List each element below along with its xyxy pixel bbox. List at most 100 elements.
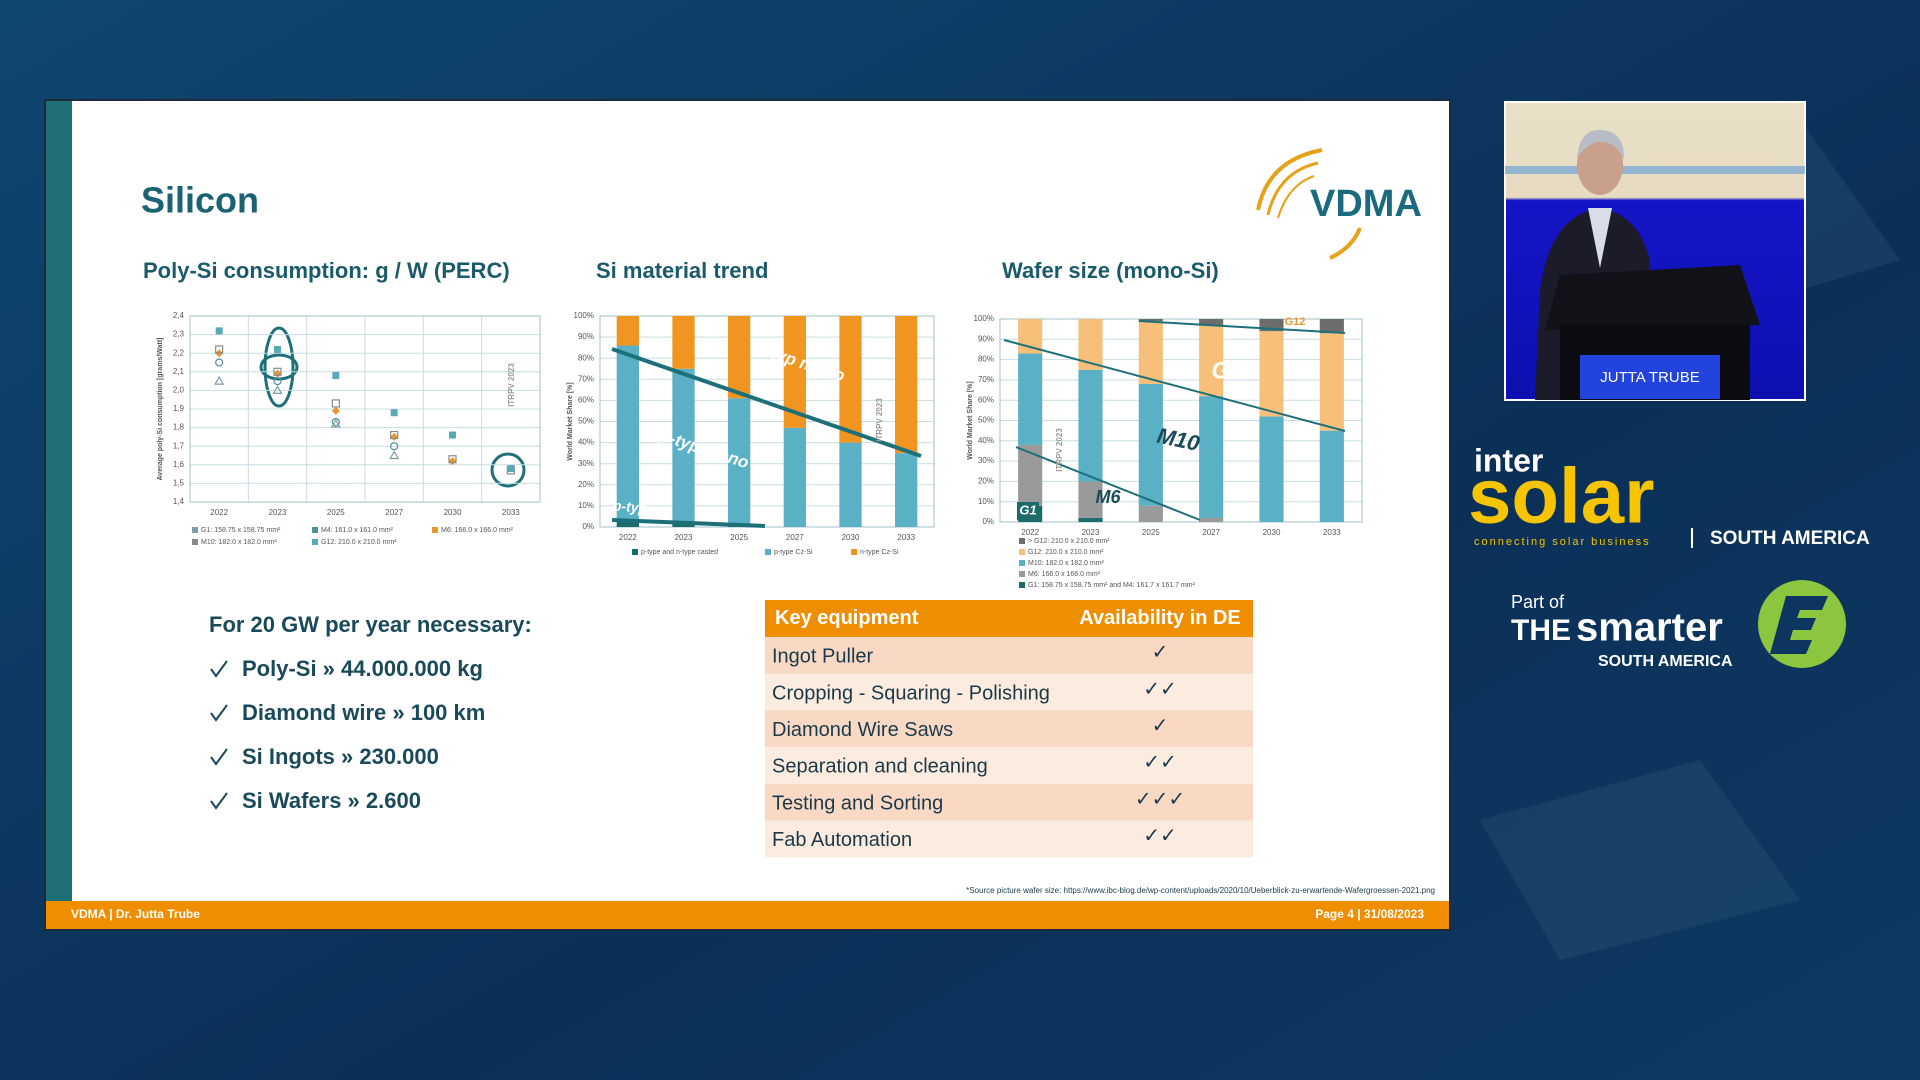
bar-segment (672, 368, 695, 523)
bar-segment (1078, 481, 1103, 518)
y-tick-label: 2,4 (173, 311, 185, 320)
bar-segment (616, 520, 639, 527)
check-icon (210, 660, 228, 678)
legend-label: p-type Cz-Si (774, 549, 813, 556)
check-icon (210, 748, 228, 766)
chart-title: Poly-Si consumption: g / W (PERC) (143, 258, 510, 283)
y-tick-label: 100% (574, 311, 594, 320)
legend-swatch (851, 549, 857, 555)
y-tick-label: 1,9 (173, 404, 185, 413)
source-note: *Source picture wafer size: https://www.… (966, 886, 1435, 895)
name-plate (1580, 355, 1720, 399)
x-tick-label: 2033 (897, 533, 915, 542)
point (215, 327, 223, 335)
chart-annotations (259, 326, 526, 488)
table-header-cell: Key equipment (775, 607, 919, 629)
y-tick-label: 40% (978, 436, 994, 445)
footer-left: VDMA | Dr. Jutta Trube (71, 907, 200, 921)
legend-swatch (432, 527, 438, 533)
stage-screen-strip (1505, 166, 1805, 174)
table-cell: Diamond Wire Saws (772, 719, 953, 741)
requirements-heading: For 20 GW per year necessary: (209, 612, 532, 637)
y-tick-label: 1,6 (173, 460, 185, 469)
point (274, 345, 281, 353)
legend-label: n-type Cz-Si (860, 549, 899, 556)
slide-title: Silicon (141, 180, 259, 221)
x-tick-label: 2030 (842, 533, 860, 542)
vdma-logo: VDMA (1256, 148, 1422, 260)
table-row (765, 820, 1253, 858)
bar-segment (783, 316, 806, 428)
y-axis-label: World Market Share [%] (967, 381, 974, 459)
speaker-head (1577, 135, 1623, 195)
x-tick-label: 2023 (269, 508, 287, 517)
y-tick-label: 20% (978, 477, 994, 486)
lectern-top (1545, 265, 1760, 330)
bar-segment (839, 316, 862, 443)
bar-segment (1199, 325, 1224, 397)
x-tick-label: 2030 (1263, 528, 1281, 537)
bar-segment (1078, 517, 1103, 522)
highlight-circle (490, 452, 526, 488)
legend-label: G12: 210.0 x 210.0 mm² (1028, 549, 1104, 556)
bar-segment (728, 398, 751, 525)
requirement-item: Si Wafers » 2.600 (242, 788, 421, 813)
legend-swatch (632, 549, 638, 555)
y-axis-label: World Market Share [%] (567, 382, 574, 460)
legend-swatch (1019, 582, 1025, 588)
point (331, 406, 340, 415)
bar-segment (1138, 321, 1163, 384)
chart-annotation: G1 (1019, 502, 1036, 517)
table-cell: Ingot Puller (772, 646, 874, 668)
table-cell: ✓✓ (1143, 752, 1177, 774)
equipment-table: Key equipment Availability in DE Ingot Pul… (765, 600, 1253, 858)
bar-segment (672, 316, 695, 369)
table-cell: ✓ (1152, 642, 1169, 664)
y-tick-label: 60% (578, 396, 594, 405)
brand-part-of: Part of (1511, 592, 1565, 612)
bar-segment (1018, 444, 1043, 506)
y-tick-label: 1,7 (173, 441, 185, 450)
bar-segment (1138, 383, 1163, 506)
x-tick-label: 2023 (675, 533, 693, 542)
table-cell: ✓✓ (1143, 678, 1177, 700)
label-background (1017, 502, 1039, 520)
table-header-cell: Availability in DE (1079, 607, 1241, 629)
y-tick-label: 70% (978, 375, 994, 384)
plot-frame (999, 318, 1363, 523)
y-tick-label: 2,1 (173, 367, 185, 376)
brand-inter: inter (1474, 442, 1543, 478)
table-header (765, 600, 1253, 637)
trend-line (611, 347, 922, 458)
bar-segment (1138, 319, 1163, 322)
slide-footer-bar (46, 901, 1449, 929)
chart-title: Si material trend (596, 258, 768, 283)
y-tick-label: 10% (978, 497, 994, 506)
brand-region: SOUTH AMERICA (1710, 528, 1870, 549)
legend-label: G1: 158.75 x 158.75 mm² and M4: 161.7 x … (1028, 582, 1196, 589)
chart-annotation: M6 (1095, 487, 1121, 507)
requirements-list: Poly-Si » 44.000.000 kg Diamond wire » 10… (210, 656, 485, 813)
legend-swatch (1019, 549, 1025, 555)
table-cell: ✓ (1152, 715, 1169, 737)
legend-swatch (1019, 538, 1025, 544)
y-tick-label: 60% (978, 395, 994, 404)
bar-segment (1199, 396, 1224, 518)
y-tick-label: 1,4 (173, 497, 185, 506)
x-tick-label: 2022 (210, 508, 228, 517)
logo-arc (1277, 175, 1315, 219)
logo-arc (1266, 161, 1319, 216)
y-tick-label: 0% (582, 522, 594, 531)
slide-side-bar (46, 101, 72, 901)
plot-frame (599, 315, 935, 528)
y-tick-label: 2,0 (173, 386, 185, 395)
point (448, 455, 457, 464)
x-tick-label: 2033 (1323, 528, 1341, 537)
logo-text: VDMA (1310, 183, 1422, 225)
bar-segment (1319, 333, 1344, 431)
highlight-ellipse (263, 326, 295, 408)
x-tick-label: 2025 (1142, 528, 1160, 537)
y-tick-label: 40% (578, 438, 594, 447)
